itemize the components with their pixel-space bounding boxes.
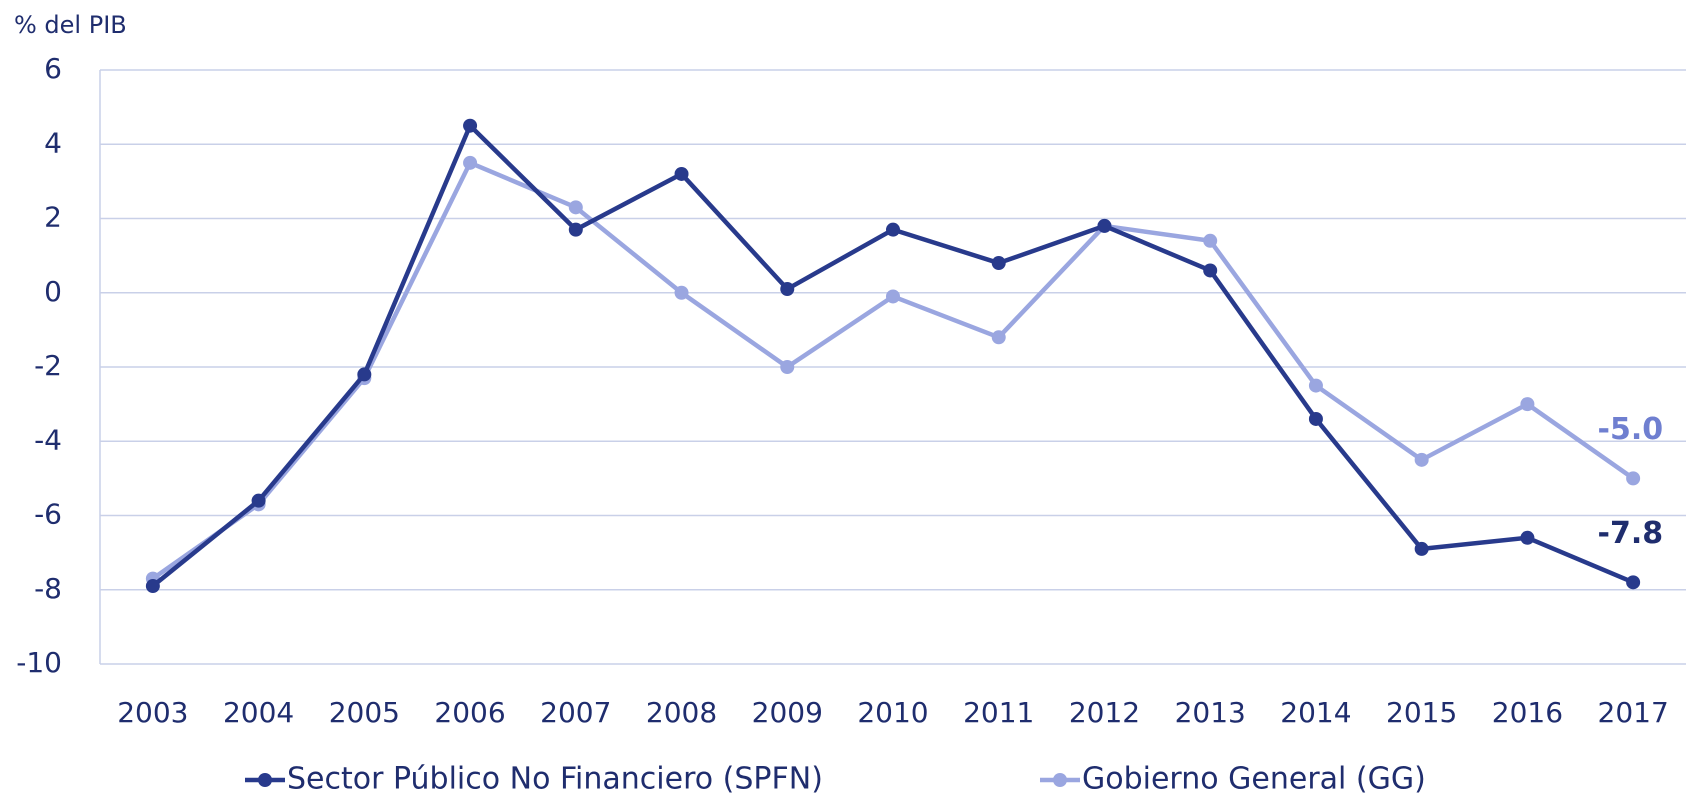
- x-tick-label: 2017: [1598, 696, 1669, 729]
- y-tick-label: -6: [34, 498, 62, 531]
- x-tick-label: 2008: [646, 696, 717, 729]
- x-tick-label: 2011: [963, 696, 1034, 729]
- data-point: [357, 367, 372, 382]
- data-point: [463, 155, 478, 170]
- y-tick-label: 2: [44, 201, 62, 234]
- y-tick-label: -4: [34, 423, 62, 456]
- data-point: [991, 330, 1006, 345]
- legend-label: Gobierno General (GG): [1082, 762, 1426, 797]
- x-tick-label: 2016: [1492, 696, 1563, 729]
- x-tick-label: 2014: [1280, 696, 1351, 729]
- x-tick-label: 2006: [434, 696, 505, 729]
- x-tick-label: 2015: [1386, 696, 1457, 729]
- data-point: [568, 222, 583, 237]
- data-point: [674, 166, 689, 181]
- data-point: [1203, 263, 1218, 278]
- data-point: [1414, 541, 1429, 556]
- y-axis-label: % del PIB: [14, 11, 127, 39]
- data-point: [251, 493, 266, 508]
- data-point: [568, 200, 583, 215]
- data-point: [1626, 575, 1641, 590]
- x-tick-label: 2009: [752, 696, 823, 729]
- y-tick-label: 0: [44, 275, 62, 308]
- data-point: [1520, 530, 1535, 545]
- data-point: [886, 289, 900, 304]
- y-tick-label: -8: [34, 572, 62, 605]
- x-tick-label: 2007: [540, 696, 611, 729]
- data-point: [145, 579, 160, 594]
- legend-marker: [258, 773, 272, 787]
- data-point: [1414, 452, 1429, 467]
- data-point: [886, 222, 900, 237]
- y-tick-label: -10: [16, 646, 62, 679]
- x-tick-label: 2005: [329, 696, 400, 729]
- data-label: -7.8: [1598, 516, 1664, 551]
- x-tick-label: 2013: [1175, 696, 1246, 729]
- data-point: [780, 360, 795, 374]
- data-point: [1626, 471, 1641, 486]
- data-point: [1308, 378, 1323, 393]
- data-point: [780, 282, 795, 297]
- data-point: [991, 256, 1006, 271]
- x-tick-label: 2010: [857, 696, 928, 729]
- x-tick-label: 2003: [117, 696, 188, 729]
- y-tick-label: 4: [44, 126, 62, 159]
- x-tick-label: 2004: [223, 696, 294, 729]
- y-tick-label: 6: [44, 52, 62, 85]
- data-point: [1520, 397, 1535, 412]
- data-point: [463, 118, 478, 133]
- data-point: [1203, 233, 1218, 248]
- x-tick-label: 2012: [1069, 696, 1140, 729]
- y-tick-label: -2: [34, 349, 62, 382]
- legend-label: Sector Público No Financiero (SPFN): [287, 762, 823, 797]
- data-label: -5.0: [1598, 412, 1664, 447]
- legend-marker: [1053, 773, 1067, 787]
- data-point: [1097, 218, 1112, 233]
- data-point: [1308, 411, 1323, 426]
- data-point: [674, 285, 689, 300]
